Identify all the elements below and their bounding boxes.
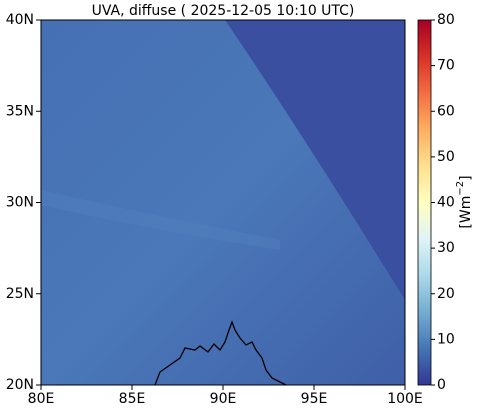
colorbar-tick-label: 60 <box>437 103 455 119</box>
colorbar-tick-label: 40 <box>437 195 455 211</box>
chart-title: UVA, diffuse ( 2025-12-05 10:10 UTC) <box>92 3 355 19</box>
colorbar-tick-label: 30 <box>437 240 455 256</box>
x-tick-label: 100E <box>387 391 423 407</box>
night-region <box>225 20 405 300</box>
colorbar-tick-label: 10 <box>437 331 455 347</box>
colorbar-tick-label: 0 <box>437 377 446 393</box>
map-area <box>40 19 406 386</box>
colorbar-tick-label: 50 <box>437 149 455 165</box>
colorbar-tick-label: 70 <box>437 58 455 74</box>
y-tick-label: 25N <box>6 286 34 302</box>
colorbar <box>417 19 432 386</box>
cloud-band <box>41 190 280 250</box>
x-tick-label: 95E <box>301 391 328 407</box>
x-tick-label: 85E <box>119 391 146 407</box>
colorbar-label: [Wm−2] <box>455 175 474 228</box>
x-tick-label: 90E <box>210 391 237 407</box>
y-tick-label: 35N <box>6 103 34 119</box>
y-tick-label: 20N <box>6 377 34 393</box>
x-tick-label: 80E <box>28 391 55 407</box>
colorbar-tick-label: 20 <box>437 286 455 302</box>
y-tick-label: 40N <box>6 12 34 28</box>
y-tick-label: 30N <box>6 195 34 211</box>
coastline <box>154 320 287 386</box>
colorbar-tick-label: 80 <box>437 12 455 28</box>
